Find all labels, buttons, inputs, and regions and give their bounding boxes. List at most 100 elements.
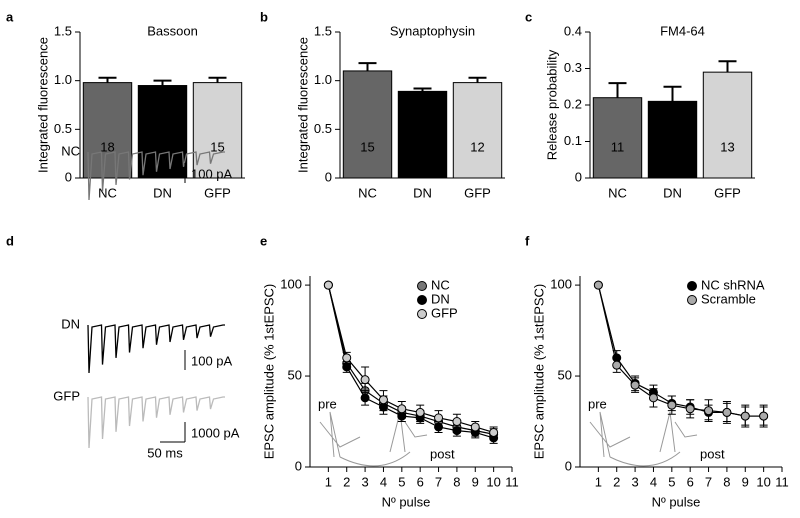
y-tick-label: 0 [565,458,572,473]
x-tick-label: 7 [435,474,442,489]
panel-label: a [6,9,14,24]
x-tick-label: 6 [687,474,694,489]
y-tick-label: 1.5 [314,23,332,38]
marker [360,375,370,385]
legend-marker [417,295,427,305]
trace [87,396,225,449]
x-tick-label: 2 [343,474,350,489]
bar-label: 13 [720,139,734,154]
marker [360,393,370,403]
chart-title: Synaptophysin [390,23,475,38]
x-tick-label: 1 [325,474,332,489]
bar [647,100,698,179]
bar-label: 11 [611,139,625,154]
y-tick-label: 0.2 [564,96,582,111]
bar-label: 12 [470,139,484,154]
y-tick-label: 1.0 [54,72,72,87]
bar [397,90,448,179]
x-tick-label: 8 [453,474,460,489]
y-tick-label: 1.5 [54,23,72,38]
scale-label: 100 pA [191,353,233,368]
marker [667,400,677,410]
annotation: post [700,446,725,461]
y-tick-label: 0 [575,169,582,184]
x-tick-label: GFP [464,185,491,200]
marker [722,407,732,417]
x-tick-label: DN [153,185,172,200]
bar [192,82,243,179]
panel-label: b [260,9,268,24]
annotation: pre [588,396,607,411]
marker [470,422,480,432]
y-tick-label: 0.5 [54,121,72,136]
trace-label: DN [61,316,80,331]
legend-label: GFP [431,305,458,320]
legend-marker [687,281,697,291]
y-axis-label: Integrated fluorescence [295,37,310,173]
y-tick-label: 1.0 [314,72,332,87]
error-bar [608,82,627,98]
bar [702,71,753,179]
marker [342,353,352,363]
x-tick-label: 7 [705,474,712,489]
x-axis-label: Nº pulse [382,494,431,509]
panel-label: d [6,233,14,248]
trace [87,151,225,201]
y-tick-label: 0.4 [564,23,582,38]
x-tick-label: 11 [775,474,789,489]
marker [685,404,695,414]
legend-marker [417,309,427,319]
bar-label: 15 [360,139,374,154]
panel-label: f [525,233,530,248]
x-tick-label: 2 [613,474,620,489]
neuron [589,411,698,467]
scale-label: 1000 pA [191,425,240,440]
x-tick-label: 5 [668,474,675,489]
x-tick-label: DN [413,185,432,200]
legend-label: Scramble [701,291,756,306]
y-tick-label: 50 [558,367,572,382]
error-bar [413,87,432,92]
marker [759,411,769,421]
x-tick-label: 1 [595,474,602,489]
panel-label: e [260,233,267,248]
y-tick-label: 0.5 [314,121,332,136]
y-tick-label: 50 [288,367,302,382]
marker [612,360,622,370]
marker [415,407,425,417]
trace-label: GFP [53,388,80,403]
scale-label: 50 ms [147,445,183,460]
series-line [327,284,494,439]
bar-label: 15 [210,139,224,154]
error-bar [663,85,682,102]
marker [397,404,407,414]
legend-marker [417,281,427,291]
trace [87,324,225,374]
neuron-sketch [589,411,698,467]
marker [648,393,658,403]
x-tick-label: NC [98,185,117,200]
neuron-sketch [319,411,428,467]
marker [342,362,352,372]
marker [593,280,603,290]
x-tick-label: 4 [380,474,387,489]
annotation: pre [318,396,337,411]
marker [452,417,462,427]
error-bar [208,76,227,83]
y-axis-label: Integrated fluorescence [35,37,50,173]
bar [342,70,393,179]
bar-label: 14 [665,139,679,154]
legend-marker [687,295,697,305]
x-tick-label: 3 [631,474,638,489]
x-axis-label: Nº pulse [652,494,701,509]
bar [592,97,643,179]
y-axis-label: EPSC amplitude (% 1stEPSC) [261,284,276,460]
x-tick-label: NC [608,185,627,200]
bar-label: 11 [416,139,430,154]
x-tick-label: 11 [505,474,519,489]
bar [452,82,503,179]
legend-label: NC [431,277,450,292]
y-tick-label: 100 [280,277,302,292]
